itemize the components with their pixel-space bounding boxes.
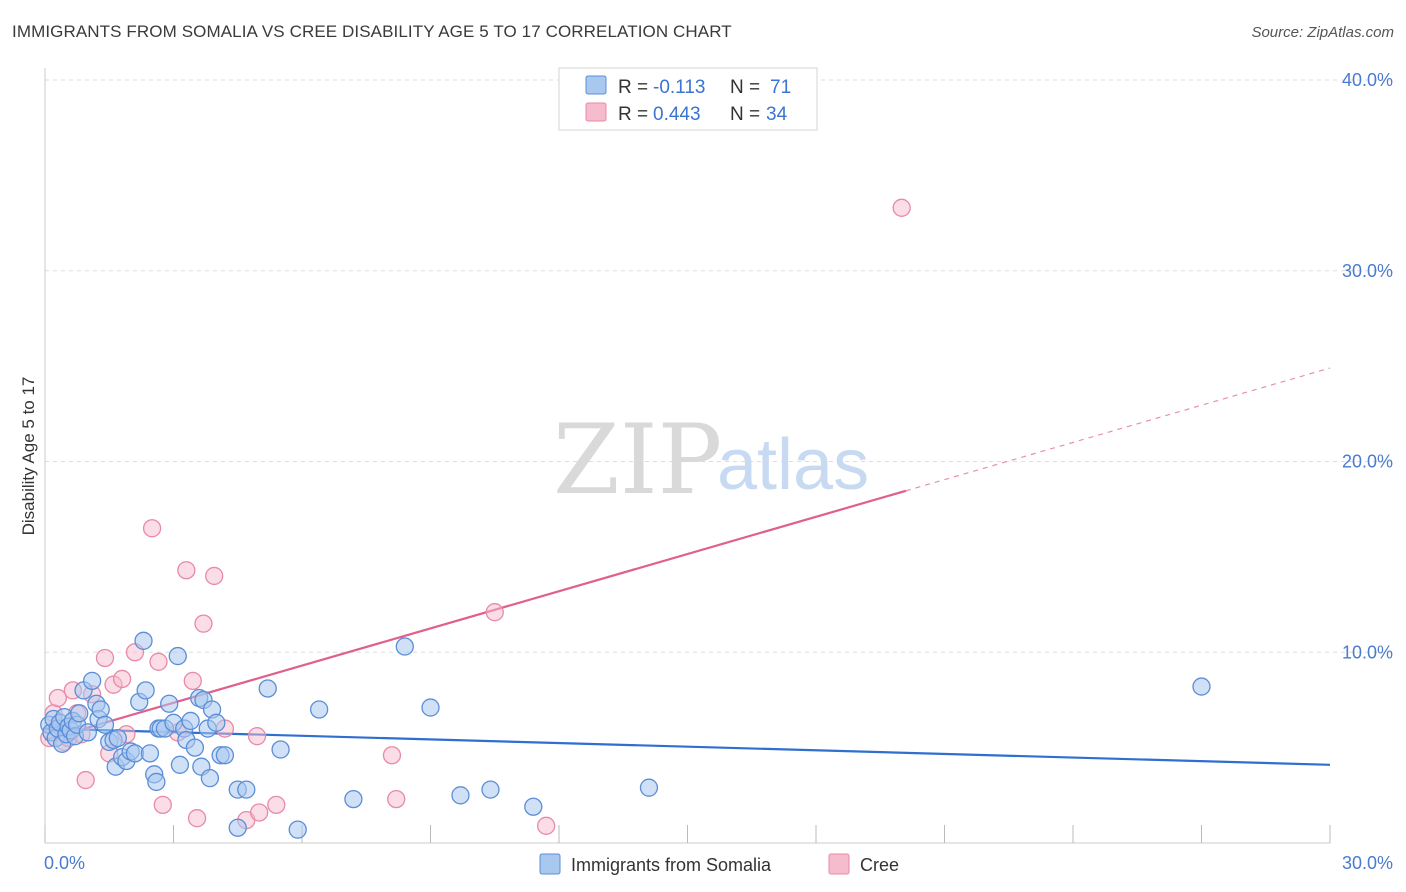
somalia-point xyxy=(95,715,115,734)
legend-r-label-1: R = xyxy=(618,77,648,98)
somalia-point xyxy=(639,778,659,797)
bottom-legend-swatch-cree xyxy=(828,853,850,875)
somalia-point xyxy=(185,738,205,757)
somalia-point xyxy=(136,681,155,700)
cree-point xyxy=(194,614,213,633)
cree-point xyxy=(537,816,556,835)
somalia-point xyxy=(421,698,440,717)
watermark-atlas: atlas xyxy=(717,425,869,505)
somalia-point xyxy=(271,740,290,759)
somalia-point xyxy=(160,694,179,713)
y-tick-label: 10.0% xyxy=(1342,642,1393,662)
cree-point xyxy=(153,795,172,814)
somalia-point xyxy=(168,646,187,666)
cree-point xyxy=(892,198,911,217)
y-tick-label: 30.0% xyxy=(1342,261,1393,281)
y-tick-label: 20.0% xyxy=(1342,452,1393,472)
cree-points xyxy=(40,198,911,835)
y-axis-label: Disability Age 5 to 17 xyxy=(19,377,38,536)
cree-point xyxy=(247,727,267,746)
cree-point xyxy=(205,566,224,586)
somalia-point xyxy=(451,786,470,805)
somalia-point xyxy=(170,755,190,774)
somalia-point xyxy=(200,768,220,788)
somalia-point xyxy=(70,704,89,723)
somalia-point xyxy=(134,631,153,650)
somalia-point xyxy=(181,711,200,731)
bottom-legend-somalia: Immigrants from Somalia xyxy=(571,855,772,875)
somalia-points xyxy=(40,631,1211,839)
legend-swatch-somalia xyxy=(585,75,607,95)
cree-point xyxy=(382,746,402,765)
cree-point xyxy=(149,652,168,671)
bottom-legend-cree: Cree xyxy=(860,855,899,875)
bottom-legend-swatch-somalia xyxy=(539,853,561,875)
somalia-point xyxy=(344,789,363,809)
gridlines xyxy=(45,79,1392,653)
somalia-point xyxy=(481,780,500,799)
somalia-point xyxy=(1192,677,1211,696)
source-credit: Source: ZipAtlas.com xyxy=(1251,24,1394,41)
somalia-point xyxy=(309,700,329,719)
cree-point xyxy=(187,809,207,828)
legend-n-label-2: N = xyxy=(730,104,760,125)
somalia-point xyxy=(237,780,256,799)
legend-r-value-2: 0.443 xyxy=(653,104,701,125)
legend-n-value-2: 34 xyxy=(766,104,788,125)
cree-trend-line-extension xyxy=(905,367,1331,492)
somalia-point xyxy=(215,746,235,765)
somalia-point xyxy=(228,818,247,837)
y-tick-labels: 10.0% 20.0% 30.0% 40.0% xyxy=(1342,70,1393,662)
legend-n-label-1: N = xyxy=(730,77,760,98)
somalia-trend-line xyxy=(44,727,1331,766)
watermark: ZIP atlas xyxy=(553,404,869,516)
somalia-point xyxy=(82,671,102,691)
cree-point xyxy=(267,795,286,814)
x-tick-label: 0.0% xyxy=(44,853,85,873)
cree-point xyxy=(387,789,406,809)
somalia-point xyxy=(395,637,414,656)
somalia-point xyxy=(288,820,307,839)
cree-point xyxy=(48,688,67,708)
legend-swatch-cree xyxy=(585,102,607,122)
x-tick-labels: 0.0% 30.0% xyxy=(44,853,1393,873)
series-legend: Immigrants from Somalia Cree xyxy=(539,853,899,875)
somalia-point xyxy=(108,728,127,748)
chart-title: IMMIGRANTS FROM SOMALIA VS CREE DISABILI… xyxy=(12,22,732,41)
watermark-zip: ZIP xyxy=(553,404,722,516)
somalia-point xyxy=(140,744,160,763)
cree-point xyxy=(142,519,162,538)
legend-n-value-1: 71 xyxy=(770,77,791,98)
y-tick-label: 40.0% xyxy=(1342,70,1393,90)
legend-r-value-1: -0.113 xyxy=(653,77,705,98)
somalia-point xyxy=(78,723,97,742)
somalia-point xyxy=(147,772,166,792)
cree-point xyxy=(76,770,95,790)
somalia-point xyxy=(91,700,110,719)
cree-point xyxy=(250,803,269,822)
somalia-point xyxy=(524,797,543,816)
cree-point xyxy=(183,671,202,691)
legend-r-label-2: R = xyxy=(618,104,648,125)
cree-point xyxy=(112,669,132,689)
cree-point xyxy=(177,561,196,580)
cree-trend-line xyxy=(44,489,907,742)
cree-point xyxy=(95,648,115,668)
x-tick-label: 30.0% xyxy=(1342,853,1393,873)
somalia-point xyxy=(207,713,226,732)
correlation-legend: R = -0.113 N = 71 R = 0.443 N = 34 xyxy=(558,67,818,131)
cree-point xyxy=(485,603,504,622)
somalia-point xyxy=(258,679,277,698)
